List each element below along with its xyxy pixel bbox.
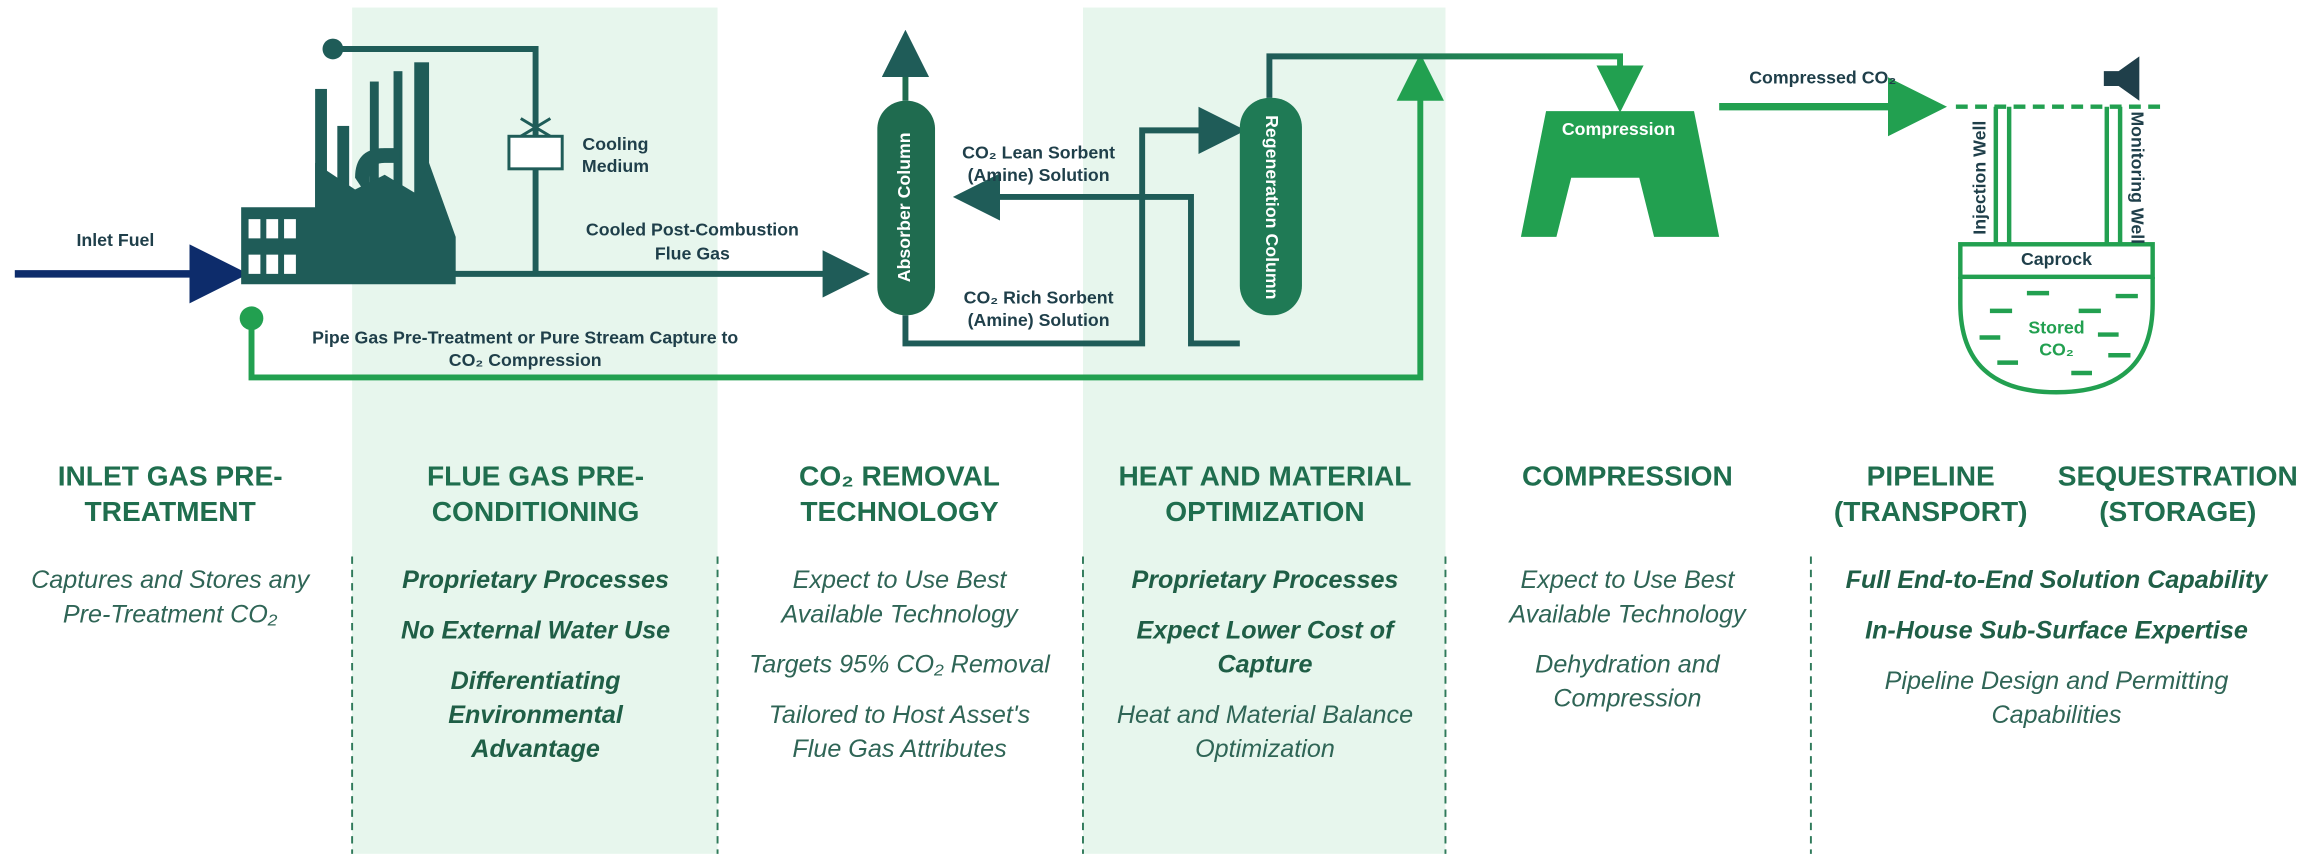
absorber [877,100,936,316]
stage-title: FLUE GAS PRE- [427,460,644,491]
stage-description: Captures and Stores any [31,566,311,594]
stage-description: Capabilities [1992,701,2122,729]
stage-description: Compression [1553,685,1701,713]
stage-title: CONDITIONING [432,496,640,527]
stage-description: No External Water Use [401,617,670,645]
stage-description: Full End-to-End Solution Capability [1846,566,2270,594]
stage-description: Advantage [470,735,600,763]
storage [1955,56,2164,395]
label: Pipe Gas Pre-Treatment or Pure Stream Ca… [312,328,738,348]
label: Compressed CO₂ [1749,67,1896,87]
stage-description: Heat and Material Balance [1117,701,1413,729]
regenerator [1239,97,1302,316]
stage-description: Proprietary Processes [402,566,669,594]
label: CO₂ [2039,339,2074,359]
stage-title: SEQUESTRATION [2058,460,2298,491]
factory [241,62,456,285]
stage-title: PIPELINE [1867,460,1995,491]
stage-title: (TRANSPORT) [1834,496,2028,527]
label: Compression [1562,119,1675,139]
label: Regeneration Column [1262,115,1282,299]
diagram-labels: Inlet Fuel Cooling Medium Cooled Post-Co… [76,67,2147,370]
stage-description: Pipeline Design and Permitting [1885,667,2229,695]
label: Caprock [2021,249,2092,269]
stage-description: Tailored to Host Asset's [769,701,1031,729]
stage-description: In-House Sub-Surface Expertise [1865,617,2248,645]
label: Medium [582,156,649,176]
stage-title: INLET GAS PRE- [58,460,283,491]
stage-description: Expect Lower Cost of [1136,617,1396,645]
label: CO₂ Compression [449,350,602,370]
label: Cooling [582,134,648,154]
label: CO₂ Lean Sorbent [962,143,1115,163]
stage-description: Available Technology [1507,600,1747,628]
stage-title: COMPRESSION [1522,460,1733,491]
stage-title: CO₂ REMOVAL [799,460,1000,491]
stage-description: Targets 95% CO₂ Removal [749,651,1051,679]
stage-description: Available Technology [779,600,1019,628]
stage-description: Dehydration and [1535,651,1721,679]
stage-description: Flue Gas Attributes [792,735,1007,763]
stage-title: (STORAGE) [2099,496,2256,527]
cooler [507,117,564,171]
stage-description: Environmental [448,701,624,729]
stage-description: Capture [1217,651,1312,679]
stage-description: Proprietary Processes [1131,566,1398,594]
label: (Amine) Solution [968,165,1110,185]
stage-description: Expect to Use Best [793,566,1008,594]
label: (Amine) Solution [968,310,1110,330]
flow-lines [14,29,1948,381]
label: CO₂ Rich Sorbent [964,288,1114,308]
stage-title: HEAT AND MATERIAL [1118,460,1411,491]
label: Stored [2028,317,2084,337]
label: Flue Gas [655,243,730,263]
label: Monitoring Well [2128,111,2148,244]
stage-description: Expect to Use Best [1521,566,1736,594]
stage-description: Pre-Treatment CO₂ [63,600,278,628]
label: Absorber Column [894,132,914,282]
stage-title: TECHNOLOGY [800,496,999,527]
dividers [351,556,1812,854]
stage-description: Differentiating [451,667,621,695]
label: Cooled Post-Combustion [586,220,799,240]
label: Inlet Fuel [76,230,154,250]
compressor [1520,111,1720,237]
stage-title: TREATMENT [85,496,256,527]
label: Injection Well [1970,121,1990,235]
stage-title: OPTIMIZATION [1165,496,1364,527]
stage-description: Optimization [1195,735,1335,763]
